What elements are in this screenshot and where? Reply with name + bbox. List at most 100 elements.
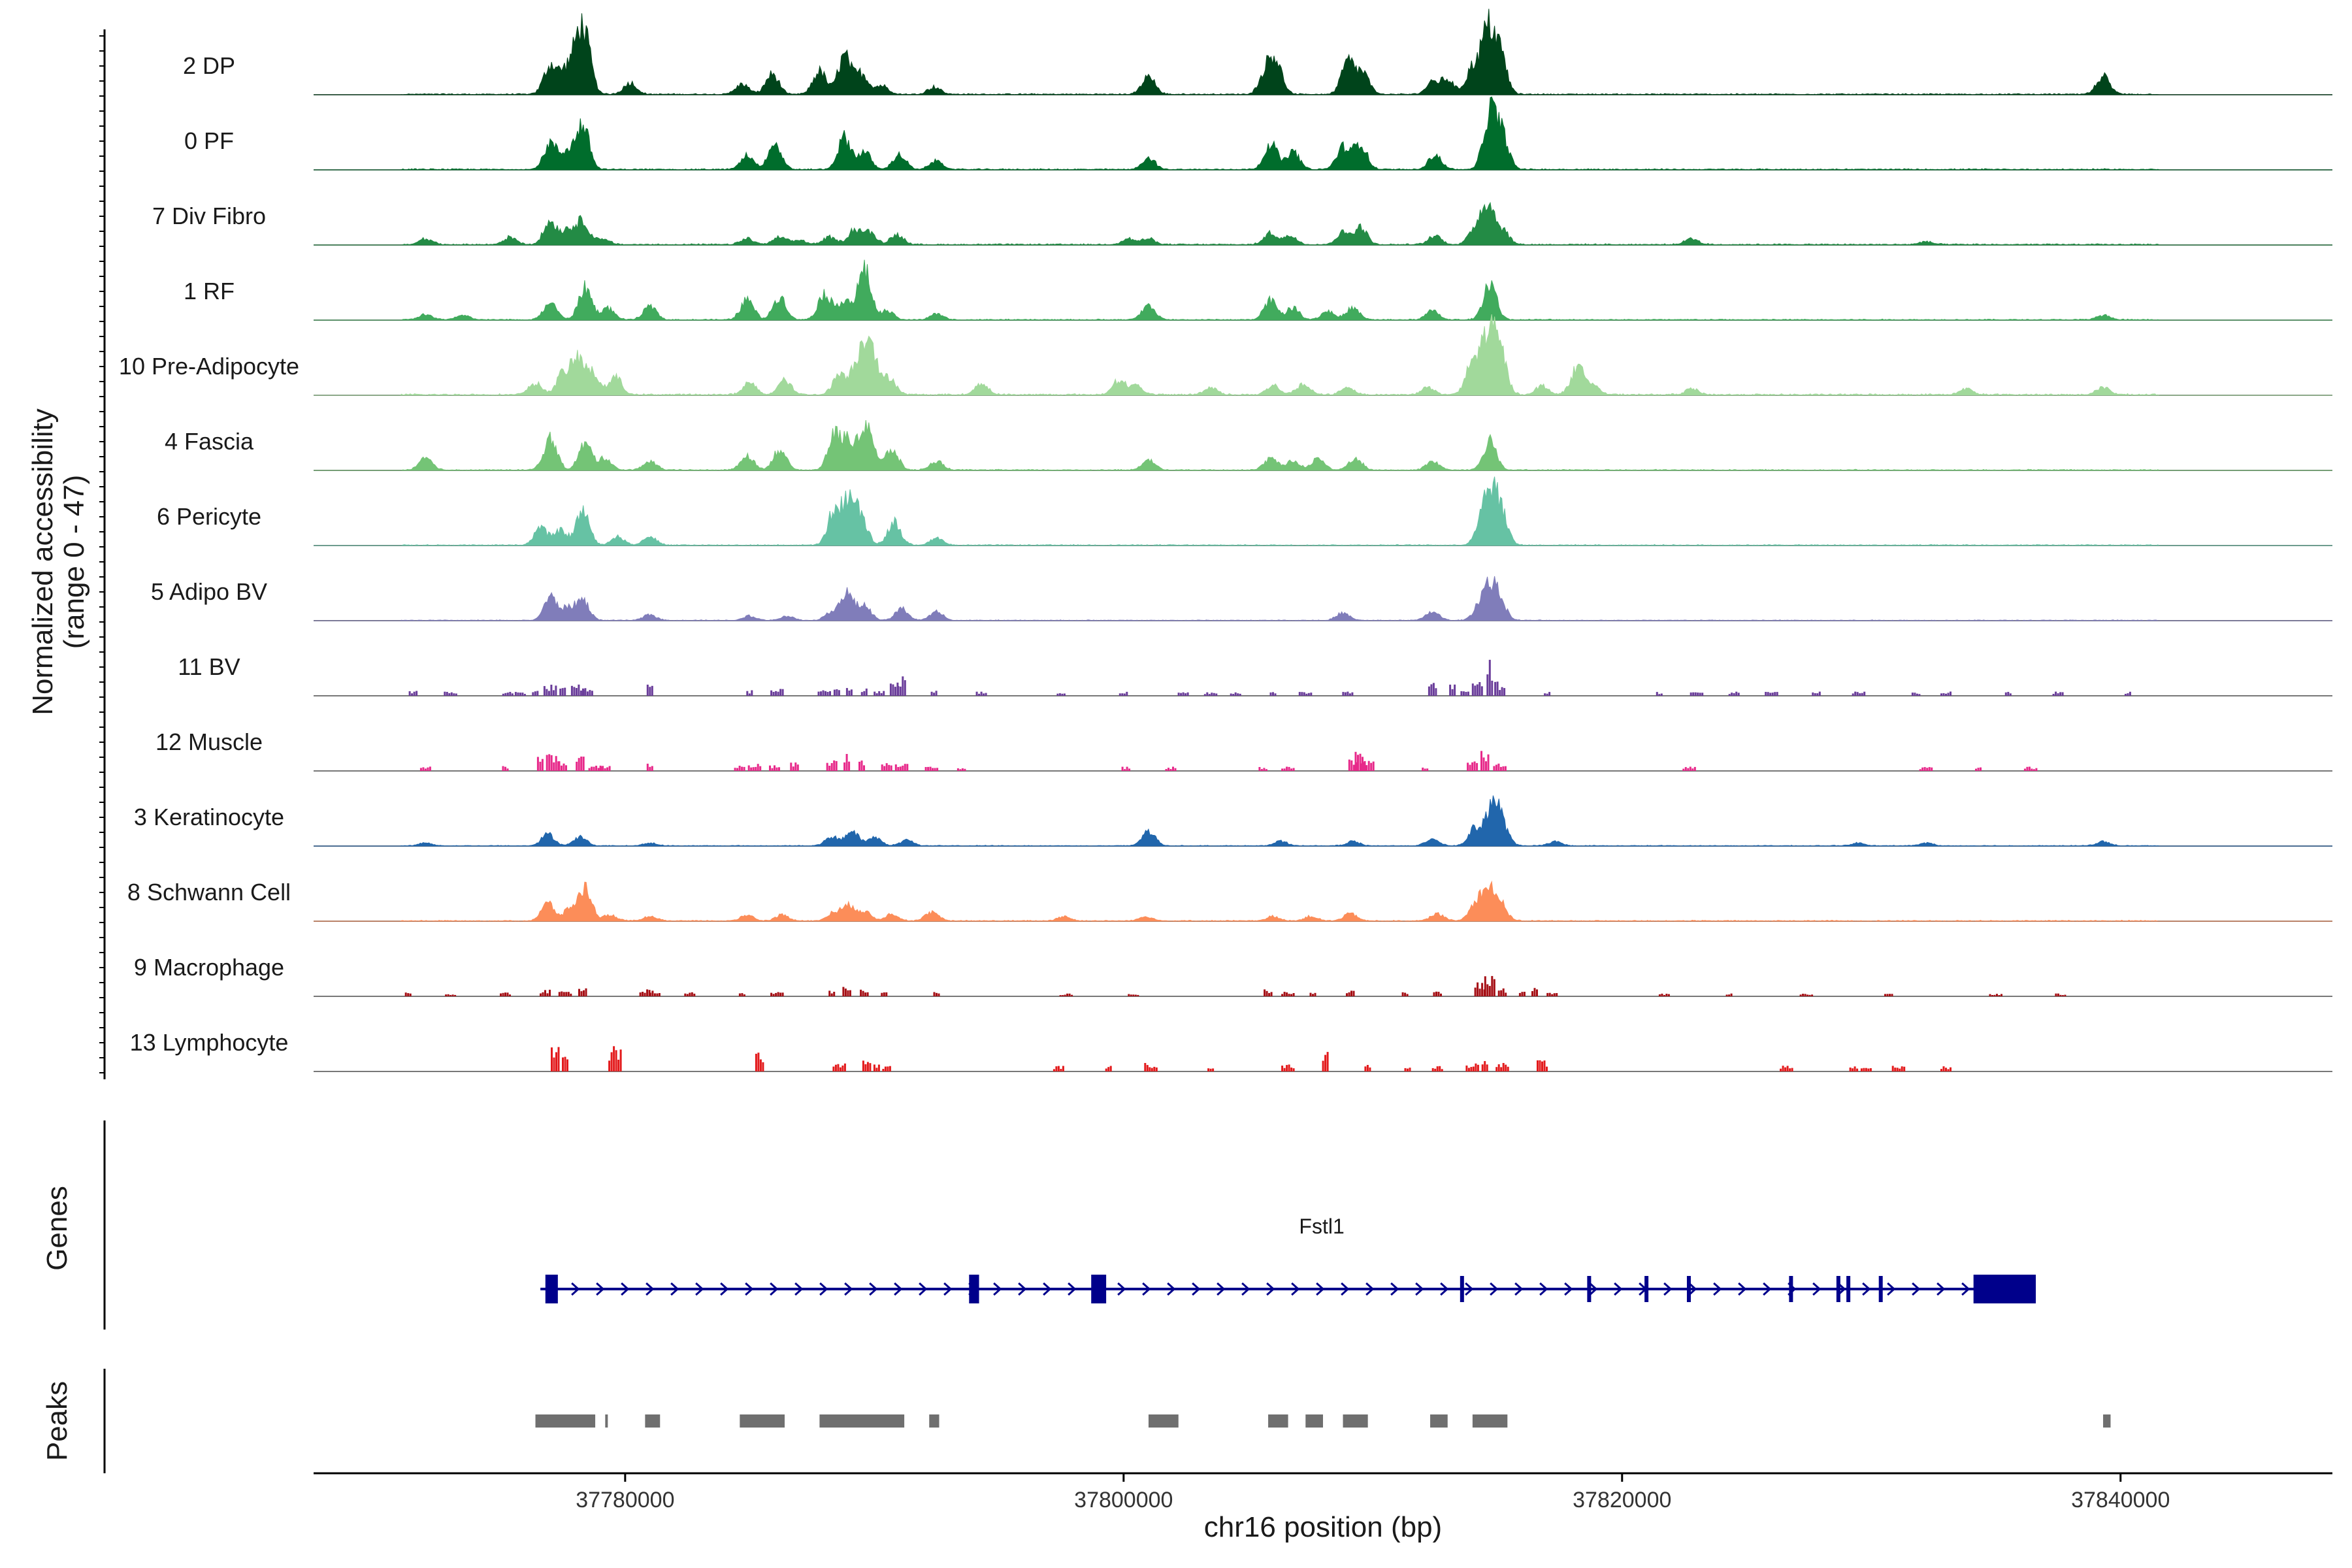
coverage-spike (578, 988, 580, 996)
coverage-spike (1058, 693, 1061, 696)
coverage-spike (693, 993, 696, 996)
coverage-spike (887, 1066, 889, 1071)
coverage-spike (882, 1069, 885, 1071)
coverage-spike (1266, 990, 1268, 996)
coverage-spike (1521, 992, 1524, 996)
coverage-spike (1436, 1066, 1439, 1071)
coverage-spike (540, 993, 542, 996)
coverage-spike (1460, 691, 1463, 696)
coverage-spike (564, 1056, 566, 1071)
coverage-spike (1692, 692, 1695, 696)
coverage-spike (1546, 693, 1548, 696)
coverage-spike (1372, 761, 1375, 771)
coverage-spike (573, 687, 576, 696)
coverage-spike (1409, 1068, 1411, 1071)
coverage-spike (1130, 994, 1132, 996)
coverage-spike (743, 766, 745, 771)
coverage-spike (1504, 766, 1507, 771)
coverage-spike (1496, 681, 1499, 696)
coverage-spike (1404, 1068, 1407, 1071)
coverage-spike (1854, 691, 1857, 696)
coverage-spike (757, 764, 759, 771)
coverage-spike (1322, 1060, 1324, 1071)
coverage-spike (847, 990, 849, 996)
coverage-spike (2057, 693, 2059, 696)
strand-arrow (1465, 1282, 1474, 1296)
coverage-spike (860, 760, 863, 771)
coverage-spike (558, 761, 561, 771)
coverage-spike (427, 767, 429, 771)
strand-arrow (1862, 1282, 1871, 1296)
coverage-spike (1149, 1067, 1151, 1071)
coverage-spike (1324, 1054, 1327, 1071)
coverage-spike (897, 686, 900, 696)
coverage-spike (863, 765, 865, 771)
coverage-spike (1354, 751, 1357, 771)
coverage-spike (2035, 768, 2038, 771)
coverage-spike (1212, 1068, 1215, 1071)
coverage-spike (1208, 694, 1211, 696)
coverage-spike (927, 766, 930, 771)
coverage-spike (1169, 769, 1172, 771)
coverage-spike (1292, 768, 1295, 771)
coverage-spike (1784, 1067, 1787, 1071)
coverage-spike (833, 992, 836, 996)
coverage-spike (553, 762, 555, 771)
coverage-spike (738, 766, 741, 771)
coverage-spike (1518, 992, 1521, 996)
coverage-spike (975, 691, 978, 696)
coverage-spike (770, 690, 773, 696)
coverage-spike (1486, 984, 1489, 996)
coverage-spike (536, 691, 539, 696)
coverage-spike (1499, 766, 1502, 771)
strand-arrow (1713, 1282, 1722, 1296)
coverage-spike (848, 691, 851, 696)
coverage-spike (1121, 766, 1124, 771)
coverage-spike (1945, 1068, 1947, 1071)
coverage-spike (646, 684, 649, 696)
coverage-spike (570, 685, 573, 696)
coverage-spike (1491, 680, 1494, 696)
coverage-spike (1471, 762, 1474, 771)
coverage-spike (1105, 1068, 1107, 1071)
coverage-spike (899, 766, 902, 771)
strand-arrow (1961, 1282, 1970, 1296)
coverage-spike (2028, 766, 2031, 771)
coverage-spike (1950, 691, 1952, 696)
coverage-spike (578, 684, 580, 696)
coverage-spike (779, 689, 782, 696)
coverage-spike (608, 766, 611, 771)
coverage-spike (550, 685, 553, 696)
coverage-spike (1062, 995, 1064, 996)
coverage-spike (752, 767, 755, 771)
coverage-spike (863, 691, 866, 696)
coverage-spike (1369, 1067, 1371, 1071)
coverage-spike (835, 760, 838, 771)
coverage-spike (1471, 683, 1474, 696)
coverage-spike (1478, 682, 1481, 696)
coverage-spike (822, 690, 825, 696)
coverage-spike (849, 990, 851, 996)
coverage-area (314, 96, 2332, 171)
coverage-spike (1146, 1065, 1149, 1071)
coverage-spike (517, 692, 519, 696)
coverage-spike (1367, 760, 1370, 771)
coverage-spike (1903, 1066, 1906, 1071)
coverage-spike (844, 988, 847, 996)
coverage-spike (894, 687, 896, 696)
coverage-spike (445, 994, 448, 996)
coverage-spike (1687, 768, 1690, 771)
strand-arrow (844, 1282, 853, 1296)
coverage-spike (1497, 990, 1500, 996)
coverage-spike (748, 693, 751, 696)
peak-region (2103, 1414, 2111, 1428)
coverage-spike (454, 994, 457, 996)
strand-arrow (1440, 1282, 1449, 1296)
coverage-spike (1852, 1068, 1854, 1071)
coverage-spike (769, 765, 771, 771)
coverage-spike (567, 992, 570, 996)
coverage-spike (1886, 994, 1889, 996)
coverage-spike (828, 990, 831, 996)
coverage-spike (779, 992, 782, 996)
coverage-spike (1428, 686, 1430, 696)
